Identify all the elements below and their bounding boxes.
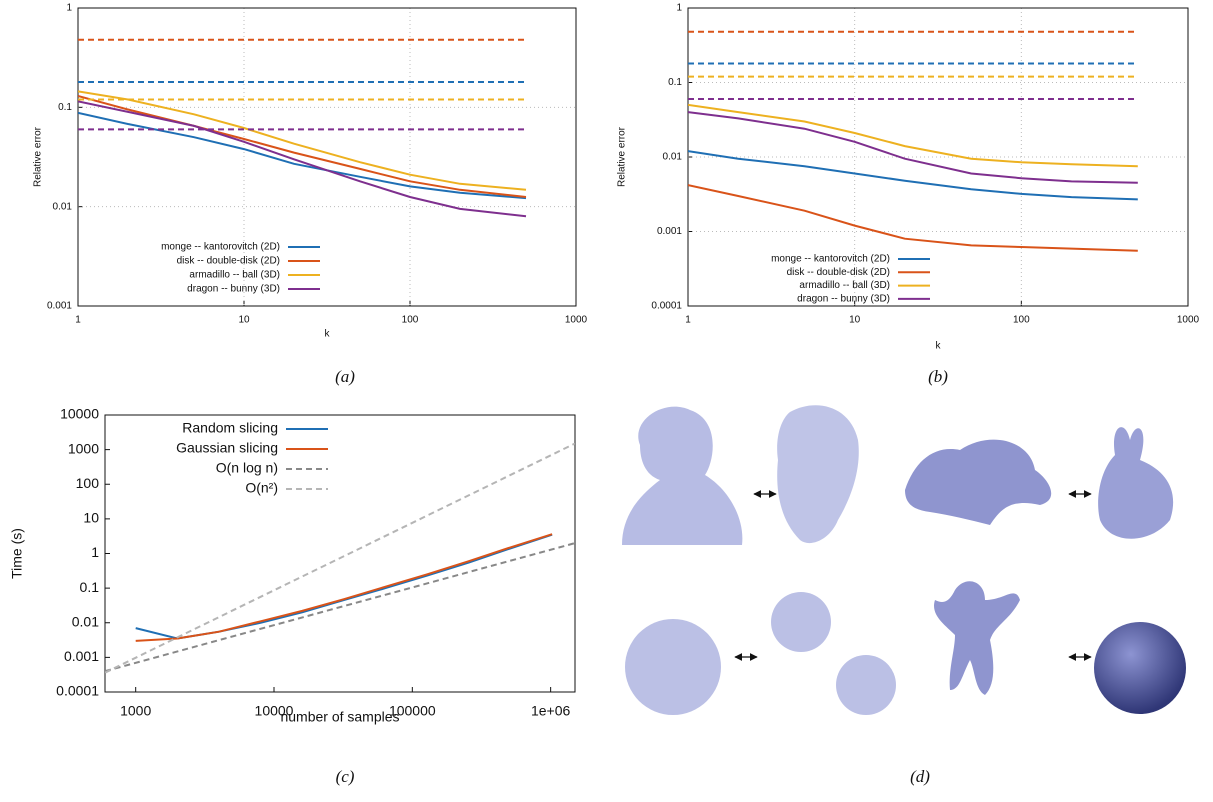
series-line [688,185,1138,251]
y-tick-label: 1 [66,3,72,14]
x-tick-label: 1000 [1177,315,1200,326]
x-axis-label: k [936,341,942,352]
x-tick-label: 100 [1013,315,1030,326]
caption: (c) [336,767,355,786]
y-tick-label: 0.0001 [56,683,99,699]
x-tick-label: 100 [402,315,419,326]
y-tick-label: 100 [76,475,100,491]
double-disk-b [836,655,896,715]
legend-label: O(n²) [245,480,278,496]
legend-label: monge -- kantorovitch (2D) [161,242,280,253]
x-tick-label: 1 [75,315,81,326]
series-line [78,91,526,190]
y-axis-label: Relative error [33,126,44,187]
legend-label: monge -- kantorovitch (2D) [771,254,890,265]
portrait-left [622,407,742,545]
disk [625,619,721,715]
x-tick-label: 10 [849,315,861,326]
y-tick-label: 0.001 [657,226,682,237]
y-tick-label: 0.1 [58,102,72,113]
ball [1094,622,1186,714]
series-line [136,535,552,639]
caption: (a) [335,367,355,386]
legend-label: O(n log n) [216,460,278,476]
x-axis-label: k [325,329,331,340]
series-line [78,101,526,216]
y-tick-label: 0.0001 [651,301,682,312]
y-tick-label: 0.001 [64,648,99,664]
portrait-right [777,405,859,543]
y-tick-label: 1000 [68,440,99,456]
legend-label: disk -- double-disk (2D) [787,267,890,278]
y-tick-label: 0.01 [53,201,73,212]
caption: (b) [928,367,948,386]
armadillo [934,581,1020,695]
legend-label: armadillo -- ball (3D) [189,270,280,281]
x-tick-label: 1 [685,315,691,326]
double-disk-a [771,592,831,652]
series-line [105,543,575,671]
caption: (d) [910,767,930,786]
x-tick-label: 10 [238,315,250,326]
y-tick-label: 10 [83,510,99,526]
dragon [905,440,1051,525]
y-tick-label: 0.001 [47,301,72,312]
y-tick-label: 0.01 [663,152,683,163]
legend-label: disk -- double-disk (2D) [177,256,280,267]
y-tick-label: 0.1 [80,579,100,595]
series-line [688,151,1138,199]
y-tick-label: 1 [676,3,682,14]
figure: (d) 0.001 0.01 0.1 1 1 10 100 1000 k Relative err… [0,0,1213,797]
y-tick-label: 0.1 [668,77,682,88]
bunny [1098,427,1173,539]
legend-label: dragon -- bunny (3D) [797,294,890,305]
plot-frame [105,415,575,692]
legend-label: Gaussian slicing [176,440,278,456]
legend-label: dragon -- bunny (3D) [187,284,280,295]
y-axis-label: Relative error [617,126,628,187]
legend-label: Random slicing [182,420,278,436]
legend-label: armadillo -- ball (3D) [799,280,890,291]
y-axis-label: Time (s) [9,528,25,579]
series-line [136,534,552,641]
y-tick-label: 1 [91,544,99,560]
panel-d-images [622,405,1186,715]
plot-frame [78,8,576,306]
y-tick-label: 10000 [60,406,99,422]
y-tick-label: 0.01 [72,613,99,629]
x-axis-label: number of samples [280,709,399,725]
x-tick-label: 1000 [565,315,588,326]
x-tick-label: 1000 [120,703,151,719]
x-tick-label: 1e+06 [531,703,571,719]
